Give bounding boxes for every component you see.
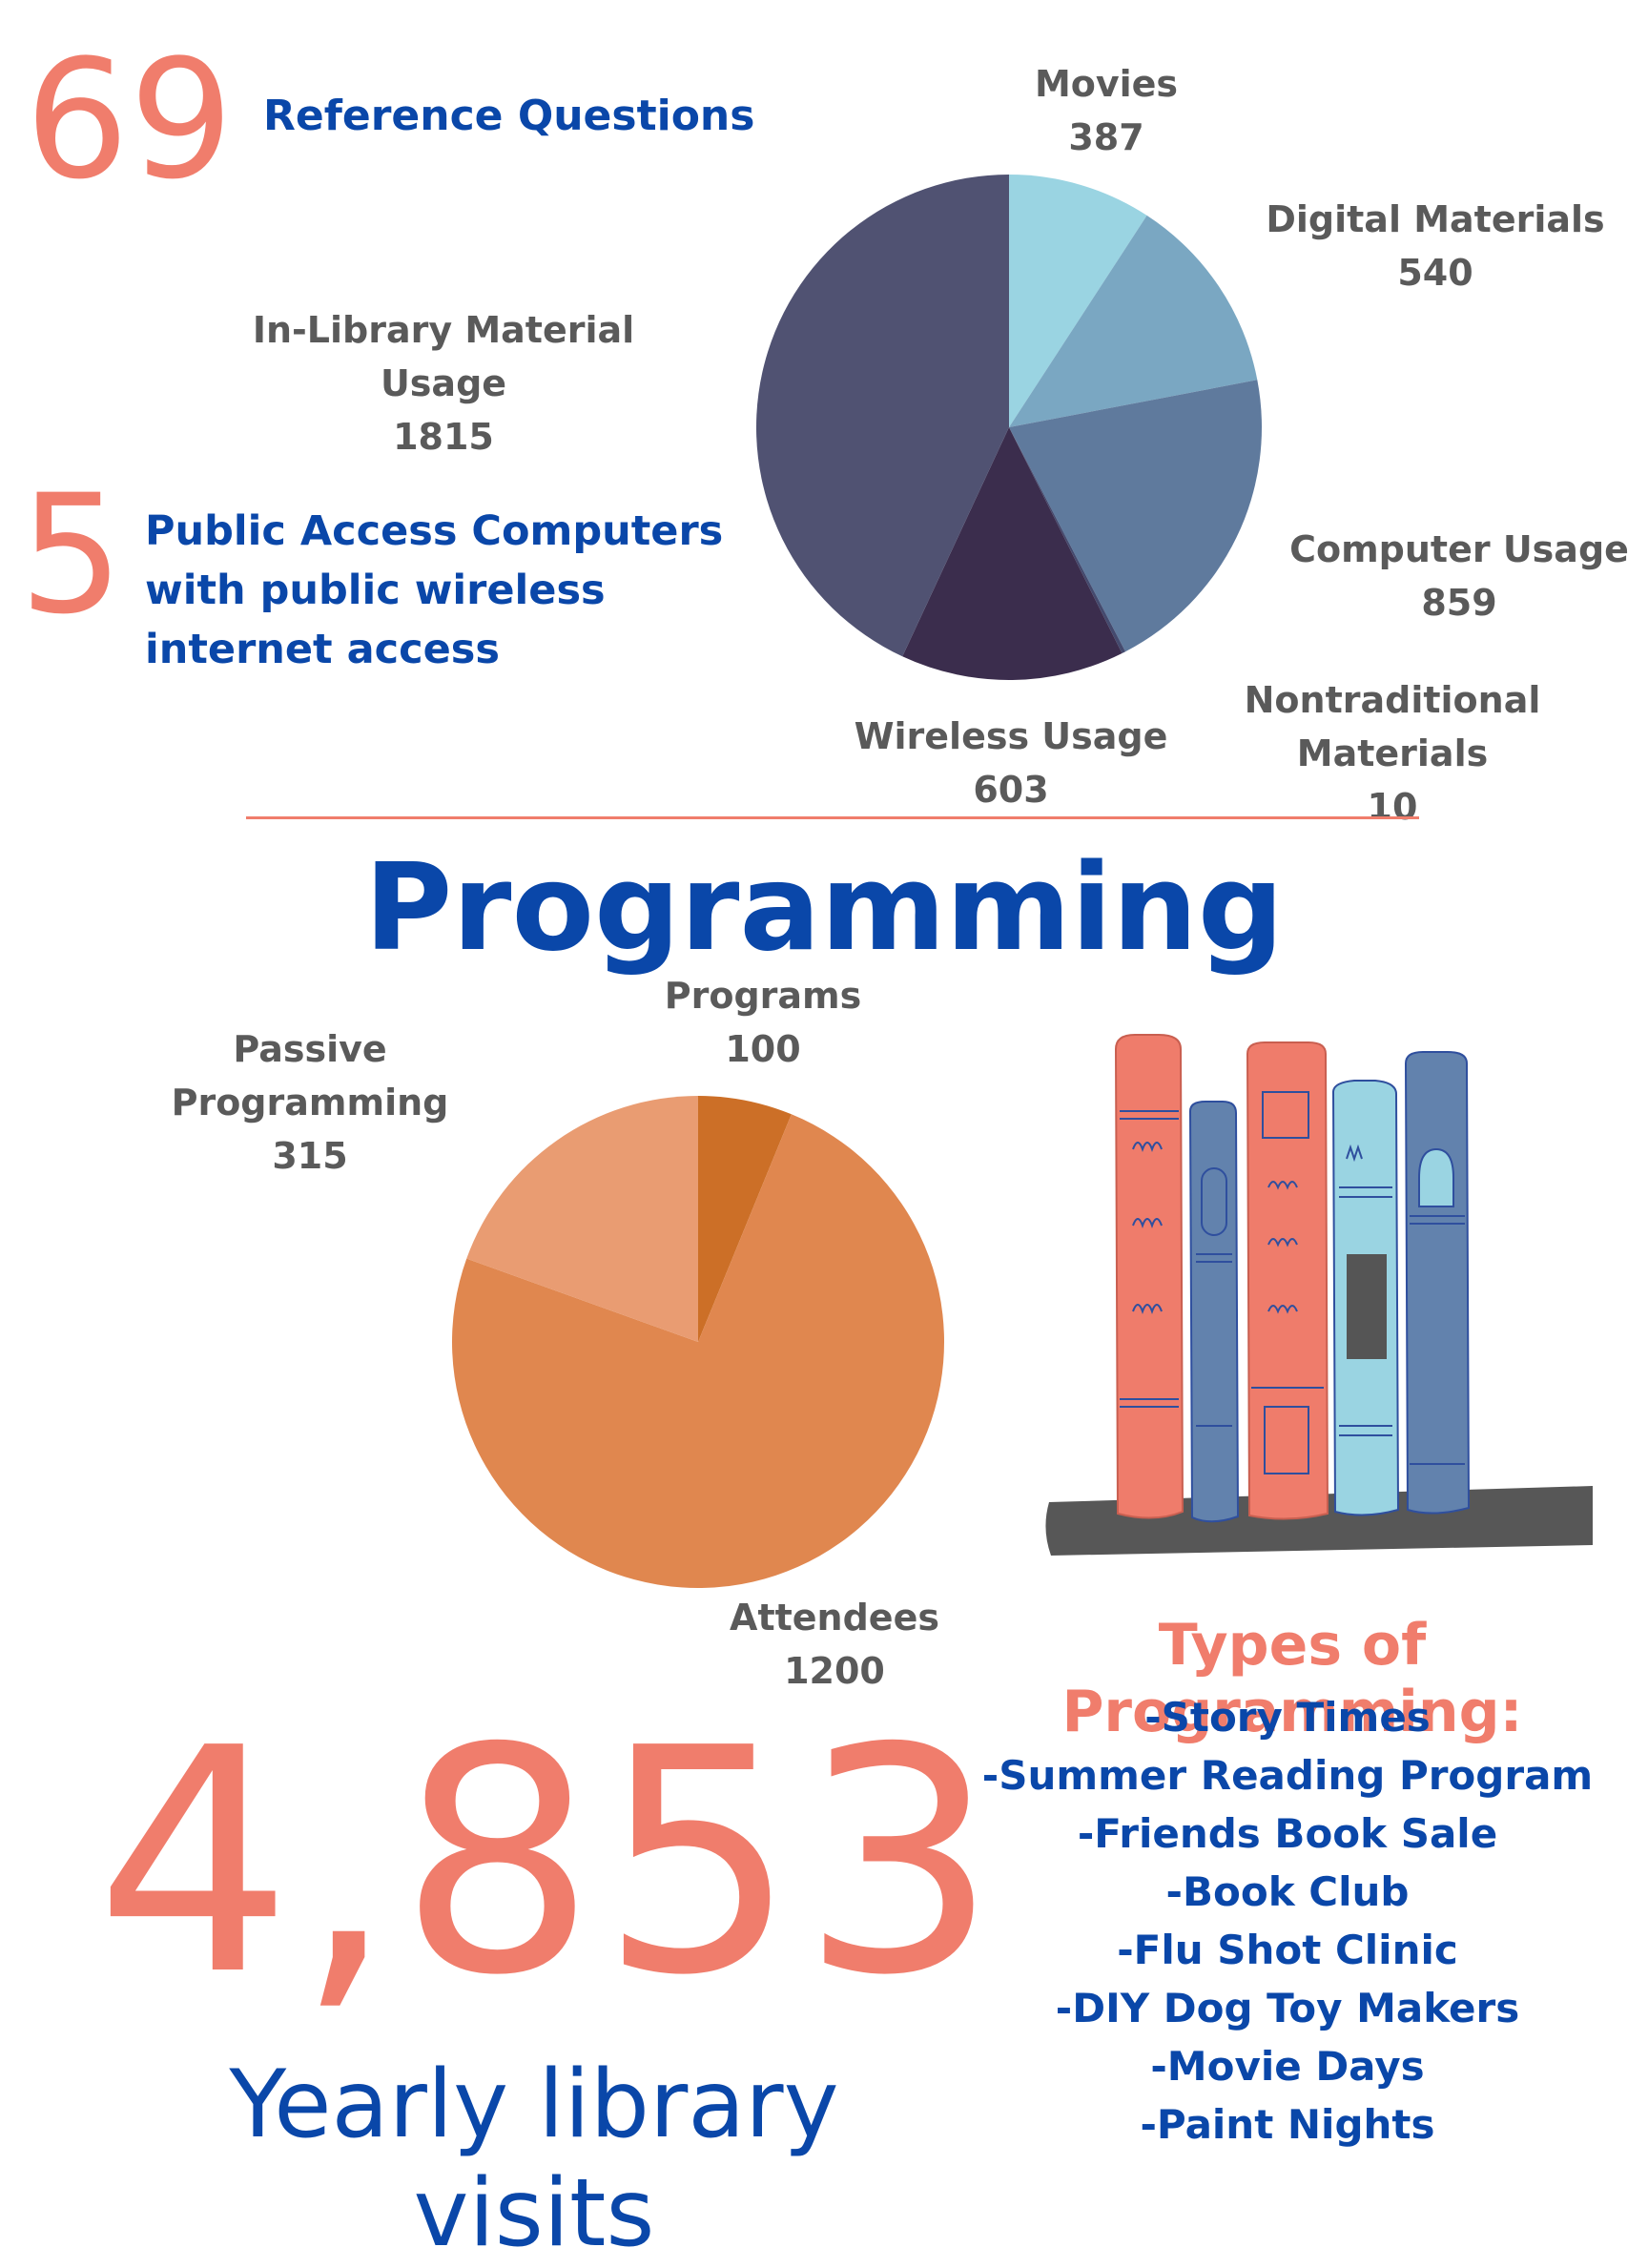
reference-questions-label: Reference Questions [263, 92, 755, 140]
public-computers-label: Public Access Computers with public wire… [145, 507, 724, 673]
pie-label-wireless-usage-name: Wireless Usage [854, 715, 1168, 757]
program-type-item: -Paint Nights [1140, 2101, 1435, 2148]
pie-label-nontraditional-materials: Nontraditional Materials 10 [1149, 673, 1636, 834]
program-type-item: -Summer Reading Program [981, 1752, 1594, 1799]
pie-label-digital-materials-value: 540 [1397, 252, 1473, 294]
pie-slice-nontraditional-materials [1009, 427, 1126, 654]
bookshelf-illustration [1045, 1034, 1593, 1556]
pie-label-computer-usage: Computer Usage 859 [1283, 523, 1636, 629]
usage-pie-chart [755, 174, 1263, 681]
program-type-item: -Friends Book Sale [1077, 1810, 1498, 1857]
book-lightblue [1331, 1080, 1400, 1516]
yearly-visits-number: 4,853 [95, 1681, 1002, 2043]
book-blue-1 [1188, 1101, 1240, 1523]
types-of-programming-heading: Types of Programming: [1061, 1612, 1523, 1745]
program-type-item: -Movie Days [1150, 2043, 1425, 2090]
pie-label-attendees-value: 1200 [784, 1650, 885, 1692]
pie-label-programs: Programs 100 [649, 969, 877, 1076]
pie-label-nontraditional-materials-name: Nontraditional Materials [1244, 679, 1541, 774]
pie-label-movies: Movies 387 [992, 57, 1221, 164]
pie-label-in-library-usage-value: 1815 [393, 416, 494, 458]
section-divider [246, 816, 1419, 819]
pie-slice-wireless-usage [902, 427, 1123, 681]
pie-slice-in-library-material-usage [755, 174, 1009, 657]
pie-label-programs-name: Programs [664, 975, 862, 1017]
public-computers-number: 5 [19, 459, 124, 650]
program-type-item: -Book Club [1165, 1868, 1410, 1915]
pie-label-attendees: Attendees 1200 [720, 1591, 949, 1698]
pie-label-passive-programming-name: Passive Programming [171, 1028, 449, 1124]
types-of-programming-list: -Story Times -Summer Reading Program -Frie… [954, 1688, 1621, 2154]
pie-label-computer-usage-name: Computer Usage [1289, 528, 1629, 570]
pie-slice-digital-materials [1009, 215, 1258, 427]
pie-label-movies-value: 387 [1068, 116, 1144, 158]
pie-label-nontraditional-materials-value: 10 [1367, 786, 1418, 828]
programming-pie-chart [452, 1096, 945, 1589]
pie-label-passive-programming: Passive Programming 315 [95, 1022, 525, 1183]
pie-label-digital-materials-name: Digital Materials [1266, 198, 1605, 240]
pie-slice-movies [1009, 175, 1147, 427]
pie-label-digital-materials: Digital Materials 540 [1259, 193, 1612, 299]
pie-label-in-library-usage: In-Library Material Usage 1815 [186, 303, 701, 464]
section-title: Programming [363, 837, 1285, 978]
pie-label-passive-programming-value: 315 [272, 1135, 348, 1177]
pie-slice-attendees [452, 1114, 945, 1589]
program-type-item: -Story Times [1144, 1694, 1431, 1741]
yearly-visits-label: Yearly library visits [229, 2051, 839, 2268]
reference-questions-number: 69 [25, 24, 234, 216]
pie-label-wireless-usage: Wireless Usage 603 [849, 710, 1173, 816]
pie-label-programs-value: 100 [725, 1028, 801, 1070]
pie-label-computer-usage-value: 859 [1421, 582, 1497, 624]
pie-label-movies-name: Movies [1034, 63, 1179, 105]
book-red-1 [1114, 1034, 1184, 1519]
pie-slice-computer-usage [1009, 380, 1263, 652]
book-blue-2 [1404, 1051, 1471, 1515]
program-type-item: -Flu Shot Clinic [1117, 1927, 1458, 1973]
pie-label-wireless-usage-value: 603 [973, 769, 1049, 811]
program-type-item: -DIY Dog Toy Makers [1055, 1985, 1520, 2031]
pie-slice-programs [698, 1096, 792, 1342]
book-red-2 [1246, 1041, 1329, 1520]
pie-slice-passive-programming [466, 1096, 698, 1342]
pie-label-attendees-name: Attendees [730, 1597, 939, 1639]
pie-label-in-library-usage-name: In-Library Material Usage [252, 309, 635, 404]
